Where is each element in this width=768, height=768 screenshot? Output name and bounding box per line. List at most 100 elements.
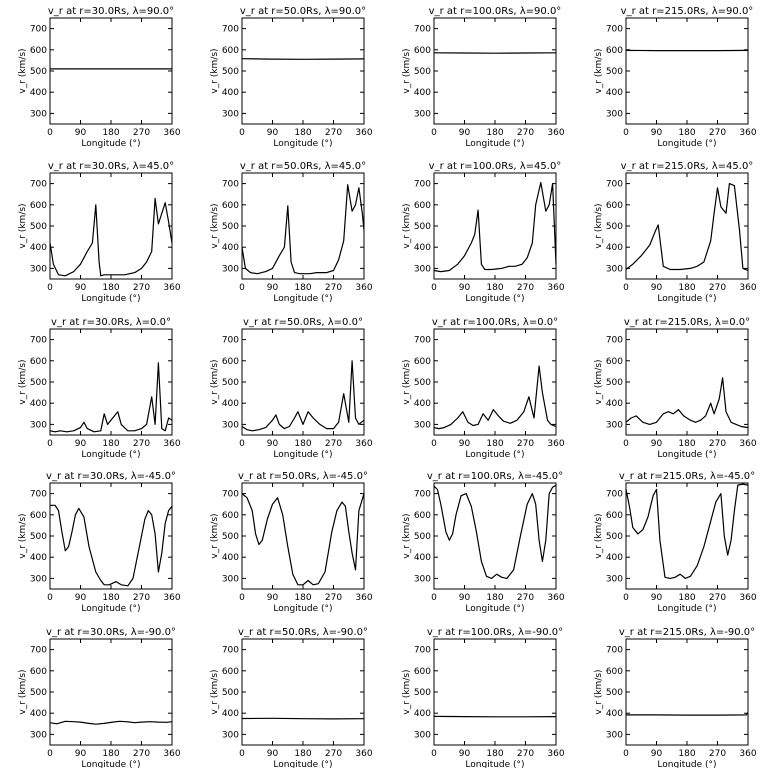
y-tick-label: 300 — [30, 109, 47, 119]
x-tick-label: 90 — [651, 593, 663, 603]
x-tick-label: 180 — [102, 593, 119, 603]
x-tick-label: 90 — [459, 593, 471, 603]
subplot: v_r at r=215.0Rs, λ=45.0° 0 90 180 270 360 300… — [594, 161, 757, 304]
y-tick-label: 300 — [606, 574, 623, 584]
y-tick-label: 400 — [30, 553, 47, 563]
y-tick-label: 300 — [414, 420, 431, 430]
y-tick-label: 400 — [30, 709, 47, 719]
x-tick-label: 90 — [75, 283, 87, 293]
x-tick-label: 360 — [547, 439, 564, 449]
data-series-line — [625, 377, 749, 429]
y-tick-label: 700 — [414, 180, 431, 190]
y-tick-label: 400 — [606, 243, 623, 253]
y-axis-label: v_r (km/s) — [402, 359, 412, 404]
x-tick-label: 270 — [517, 128, 534, 138]
x-tick-label: 360 — [547, 283, 564, 293]
x-tick-label: 180 — [678, 439, 695, 449]
x-tick-label: 270 — [133, 439, 150, 449]
y-tick-label: 500 — [222, 222, 239, 232]
y-tick-label: 700 — [222, 646, 239, 656]
y-axis-label: v_r (km/s) — [210, 359, 220, 404]
plot-frame — [241, 172, 365, 280]
subplot: v_r at r=30.0Rs, λ=-45.0° 0 90 180 270 360 300… — [18, 471, 181, 614]
x-tick-label: 0 — [239, 283, 245, 293]
x-tick-label: 360 — [355, 749, 372, 759]
plot-frame — [625, 172, 749, 280]
y-axis-label: v_r (km/s) — [594, 203, 604, 248]
y-axis-label: v_r (km/s) — [594, 513, 604, 558]
x-tick-label: 90 — [267, 128, 279, 138]
y-tick-label: 700 — [222, 490, 239, 500]
y-axis-label: v_r (km/s) — [402, 513, 412, 558]
y-axis-label: v_r (km/s) — [18, 513, 28, 558]
x-tick-label: 270 — [517, 749, 534, 759]
subplot: v_r at r=215.0Rs, λ=-90.0° 0 90 180 270 360 30… — [594, 627, 757, 768]
x-tick-label: 360 — [355, 128, 372, 138]
y-tick-label: 600 — [606, 667, 623, 677]
x-tick-label: 90 — [267, 749, 279, 759]
subplot: v_r at r=100.0Rs, λ=45.0° 0 90 180 270 360 300… — [402, 161, 565, 304]
x-tick-label: 360 — [739, 128, 756, 138]
x-tick-label: 360 — [163, 439, 180, 449]
x-tick-label: 360 — [163, 593, 180, 603]
x-tick-label: 270 — [133, 283, 150, 293]
plot-title: v_r at r=100.0Rs, λ=0.0° — [432, 317, 558, 328]
x-tick-label: 90 — [459, 439, 471, 449]
x-tick-label: 270 — [709, 439, 726, 449]
plot-title: v_r at r=50.0Rs, λ=-45.0° — [238, 471, 368, 482]
y-tick-label: 500 — [30, 67, 47, 77]
y-axis-label: v_r (km/s) — [402, 48, 412, 93]
x-tick-label: 180 — [486, 749, 503, 759]
x-axis-label: Longitude (°) — [81, 760, 140, 768]
plot-frame — [625, 638, 749, 746]
y-tick-label: 700 — [222, 180, 239, 190]
x-tick-label: 0 — [47, 593, 53, 603]
plot-title: v_r at r=215.0Rs, λ=-90.0° — [619, 627, 755, 638]
x-axis-label: Longitude (°) — [657, 139, 716, 149]
x-tick-label: 180 — [678, 128, 695, 138]
x-tick-label: 180 — [294, 283, 311, 293]
x-tick-label: 180 — [486, 439, 503, 449]
data-series-line — [625, 183, 749, 272]
x-axis-label: Longitude (°) — [273, 604, 332, 614]
plot-frame — [625, 482, 749, 590]
subplot: v_r at r=30.0Rs, λ=0.0° 0 90 180 270 360 300 40… — [18, 317, 181, 460]
y-axis-label: v_r (km/s) — [18, 203, 28, 248]
x-axis-label: Longitude (°) — [81, 294, 140, 304]
x-tick-label: 0 — [431, 749, 437, 759]
y-tick-label: 300 — [30, 730, 47, 740]
y-axis-label: v_r (km/s) — [18, 48, 28, 93]
y-tick-label: 300 — [30, 574, 47, 584]
y-tick-label: 400 — [606, 553, 623, 563]
plot-frame — [241, 328, 365, 436]
plot-title: v_r at r=215.0Rs, λ=90.0° — [621, 6, 754, 17]
x-tick-label: 270 — [325, 128, 342, 138]
plot-title: v_r at r=100.0Rs, λ=90.0° — [429, 6, 562, 17]
y-tick-label: 500 — [414, 222, 431, 232]
y-tick-label: 400 — [222, 709, 239, 719]
y-tick-label: 500 — [222, 67, 239, 77]
y-axis-label: v_r (km/s) — [402, 669, 412, 714]
x-tick-label: 0 — [431, 283, 437, 293]
x-tick-label: 90 — [267, 283, 279, 293]
y-tick-label: 500 — [222, 378, 239, 388]
x-tick-label: 360 — [739, 283, 756, 293]
x-tick-label: 360 — [547, 593, 564, 603]
x-tick-label: 90 — [75, 128, 87, 138]
data-series-line — [433, 365, 557, 430]
x-tick-label: 270 — [517, 593, 534, 603]
plot-title: v_r at r=30.0Rs, λ=45.0° — [48, 161, 174, 172]
x-tick-label: 90 — [459, 283, 471, 293]
y-tick-label: 700 — [30, 180, 47, 190]
x-tick-label: 90 — [651, 283, 663, 293]
y-tick-label: 600 — [414, 667, 431, 677]
subplot: v_r at r=100.0Rs, λ=-90.0° 0 90 180 270 360 30… — [402, 627, 565, 768]
plot-title: v_r at r=30.0Rs, λ=-90.0° — [46, 627, 176, 638]
x-tick-label: 270 — [709, 283, 726, 293]
subplot: v_r at r=30.0Rs, λ=45.0° 0 90 180 270 360 300 4… — [18, 161, 181, 304]
y-tick-label: 700 — [606, 25, 623, 35]
x-tick-label: 180 — [678, 283, 695, 293]
y-tick-label: 400 — [30, 399, 47, 409]
x-tick-label: 360 — [163, 283, 180, 293]
y-tick-label: 600 — [30, 511, 47, 521]
